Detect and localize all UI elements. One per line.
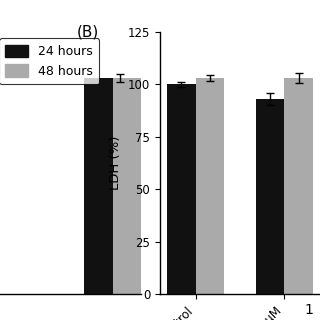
- Bar: [196, 78, 224, 294]
- Bar: [84, 78, 155, 294]
- Text: 1: 1: [305, 303, 314, 317]
- Bar: [167, 84, 196, 294]
- Text: (B): (B): [77, 24, 99, 39]
- Legend: 24 hours, 48 hours: 24 hours, 48 hours: [0, 38, 99, 84]
- Y-axis label: LDH (%): LDH (%): [109, 136, 122, 190]
- Bar: [113, 78, 183, 294]
- Bar: [256, 99, 284, 294]
- Bar: [284, 78, 313, 294]
